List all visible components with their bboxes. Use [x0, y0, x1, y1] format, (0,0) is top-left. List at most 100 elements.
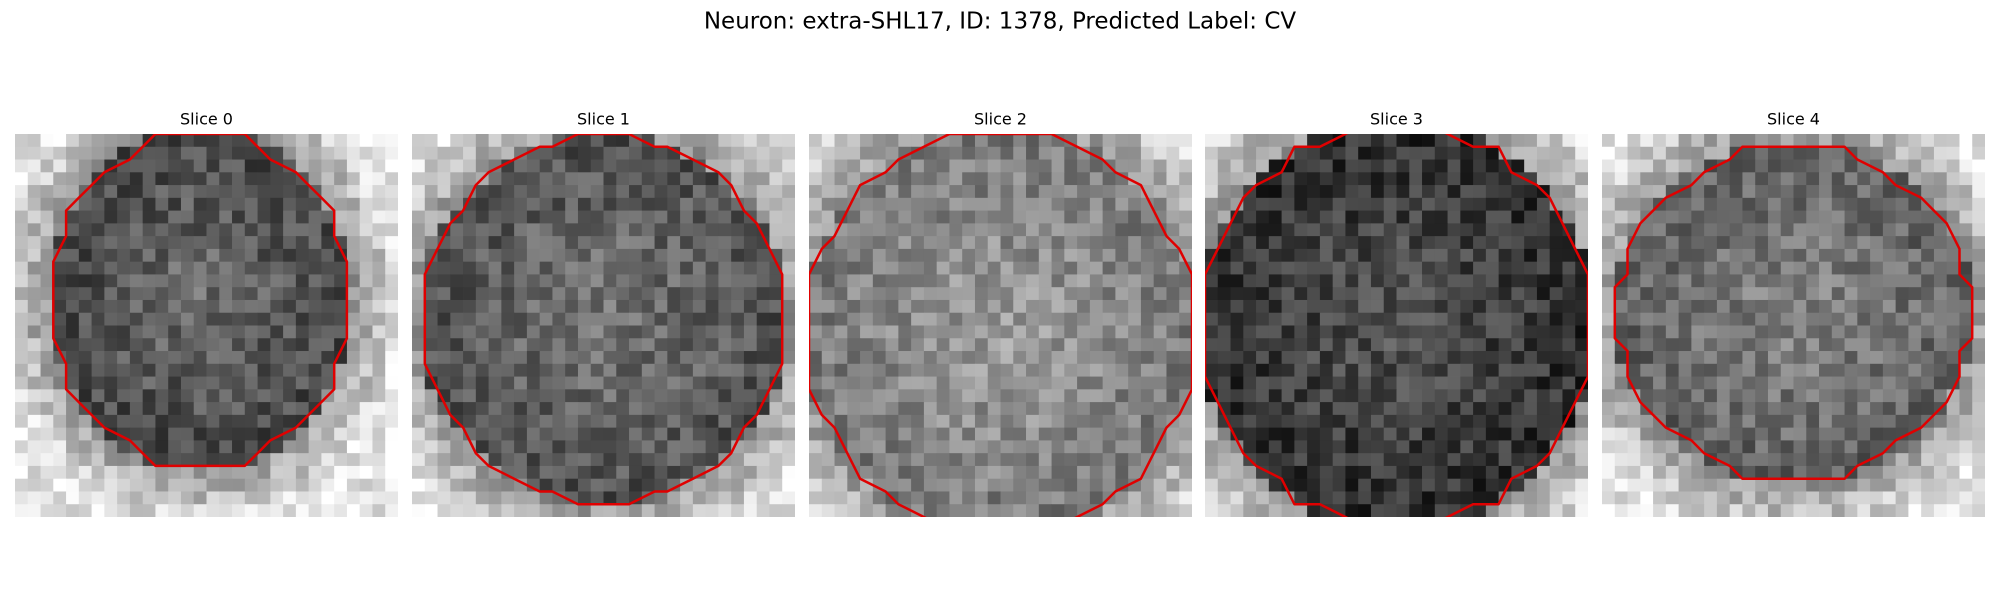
pixel: [962, 287, 976, 301]
pixel: [1383, 159, 1397, 173]
pixel: [987, 491, 1001, 505]
pixel: [283, 185, 297, 199]
pixel: [1755, 299, 1769, 314]
pixel: [1383, 389, 1397, 403]
pixel: [1166, 146, 1180, 160]
pixel: [911, 134, 925, 148]
pixel: [488, 134, 502, 148]
pixel: [1281, 491, 1295, 505]
pixel: [936, 185, 950, 199]
pixel: [334, 414, 348, 429]
pixel: [1332, 363, 1346, 377]
pixel: [974, 478, 989, 492]
pixel: [1473, 312, 1487, 326]
pixel: [206, 172, 220, 186]
pixel: [654, 363, 668, 377]
pixel: [526, 389, 541, 403]
pixel: [346, 414, 361, 429]
pixel: [193, 312, 207, 326]
pixel: [782, 453, 795, 467]
pixel: [1396, 325, 1410, 339]
pixel: [539, 248, 553, 263]
pixel: [168, 376, 182, 390]
pixel: [756, 274, 770, 288]
pixel: [1972, 299, 1985, 314]
pixel: [782, 223, 795, 237]
pixel: [142, 491, 156, 505]
pixel: [15, 146, 29, 160]
pixel: [692, 159, 707, 173]
pixel: [1819, 248, 1833, 263]
pixel: [1536, 287, 1551, 301]
pixel: [1281, 338, 1295, 352]
pixel: [1205, 134, 1219, 148]
pixel: [1243, 287, 1257, 301]
pixel: [1243, 402, 1257, 416]
pixel: [168, 197, 182, 211]
pixel: [1972, 440, 1985, 454]
pixel: [1294, 146, 1308, 160]
pixel: [629, 376, 643, 390]
pixel: [1549, 465, 1563, 480]
pixel: [1946, 453, 1960, 467]
pixel: [514, 261, 528, 275]
pixel: [565, 159, 579, 173]
pixel: [821, 159, 835, 173]
pixel: [1140, 274, 1155, 288]
pixel: [1243, 491, 1257, 505]
pixel: [66, 146, 80, 160]
pixel: [168, 351, 182, 365]
pixel: [437, 134, 451, 148]
pixel: [244, 223, 258, 237]
pixel: [731, 197, 745, 211]
pixel: [1793, 402, 1807, 416]
pixel: [705, 274, 719, 288]
pixel: [1806, 440, 1820, 454]
pixel: [1140, 491, 1155, 505]
pixel: [974, 223, 989, 237]
pixel: [667, 440, 681, 454]
pixel: [15, 299, 29, 314]
pixel: [680, 325, 694, 339]
pixel: [1640, 376, 1654, 390]
pixel: [1409, 146, 1423, 160]
pixel: [1691, 351, 1705, 365]
pixel: [346, 159, 361, 173]
pixel: [731, 504, 745, 517]
pixel: [1627, 338, 1641, 352]
pixel: [334, 210, 348, 224]
pixel: [1653, 210, 1667, 224]
pixel: [1383, 248, 1397, 263]
pixel: [40, 197, 54, 211]
pixel: [552, 223, 566, 237]
pixel: [1780, 427, 1794, 441]
pixel: [923, 453, 938, 467]
pixel: [1742, 299, 1756, 314]
pixel: [974, 248, 989, 263]
pixel: [155, 363, 169, 377]
pixel: [1524, 491, 1538, 505]
pixel: [1153, 172, 1167, 186]
pixel: [1077, 146, 1091, 160]
pixel: [129, 210, 144, 224]
pixel: [1536, 389, 1551, 403]
pixel: [1383, 223, 1397, 237]
pixel: [1882, 248, 1897, 263]
pixel: [834, 453, 848, 467]
pixel: [1602, 427, 1616, 441]
pixel: [1549, 134, 1563, 148]
pixel: [1959, 402, 1973, 416]
pixel: [782, 159, 795, 173]
pixel: [1409, 210, 1423, 224]
pixel: [1115, 172, 1129, 186]
pixel: [936, 248, 950, 263]
pixel: [1000, 197, 1014, 211]
pixel: [616, 478, 630, 492]
pixel: [1064, 440, 1078, 454]
pixel: [769, 159, 783, 173]
pixel: [1038, 414, 1052, 429]
pixel: [1166, 210, 1180, 224]
pixel: [475, 261, 489, 275]
pixel: [1256, 440, 1270, 454]
pixel: [283, 299, 297, 314]
